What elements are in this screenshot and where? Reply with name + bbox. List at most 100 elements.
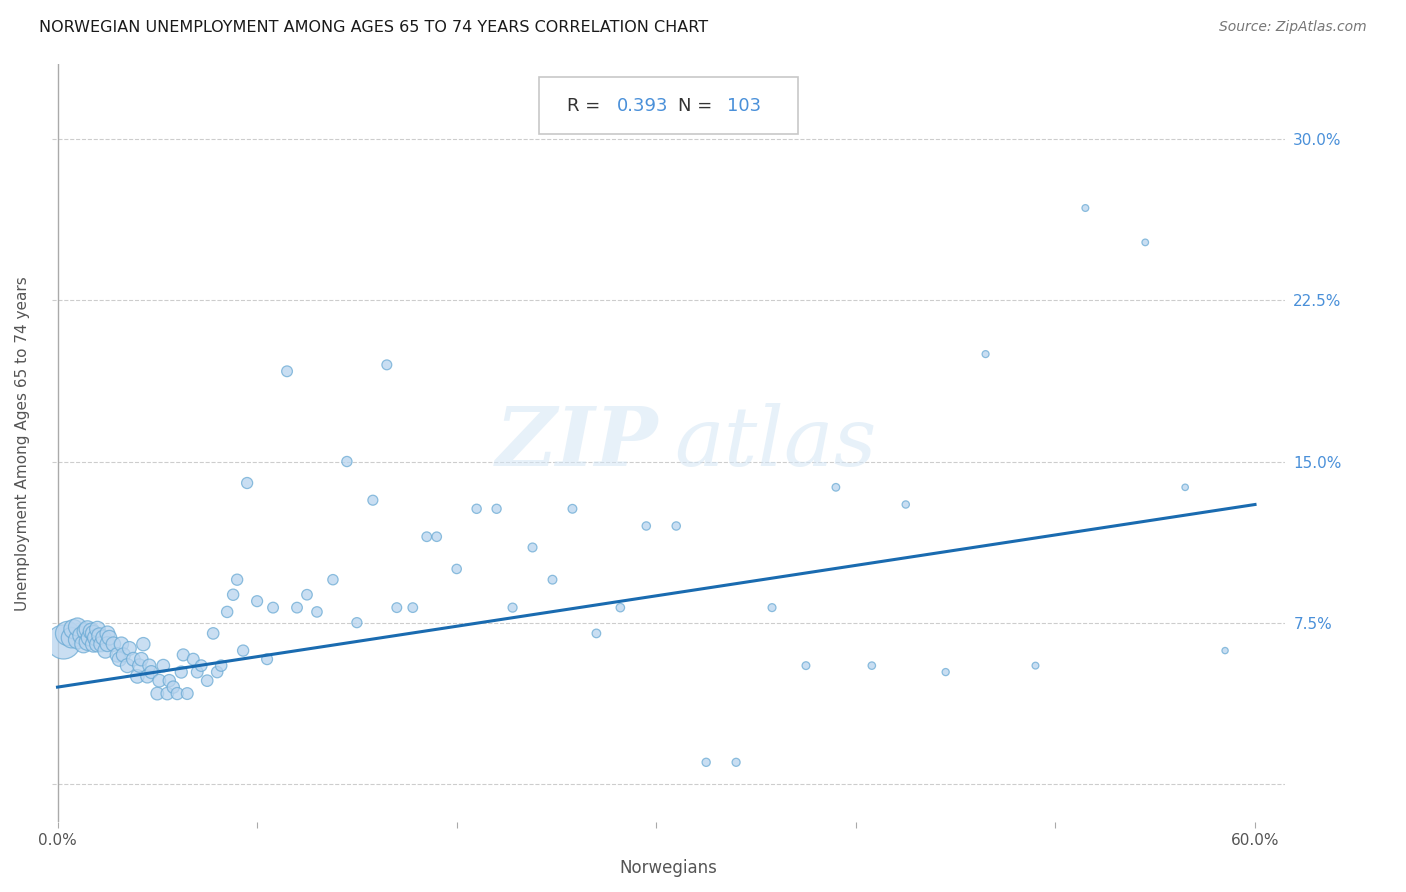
Point	[75, 624, 97, 639]
Point	[80, 624, 103, 639]
Point	[98, 631, 121, 645]
Point	[205, 665, 228, 679]
Point	[181, 652, 204, 666]
Point	[112, 648, 135, 662]
Text: atlas: atlas	[675, 403, 877, 483]
Point	[96, 626, 118, 640]
Point	[636, 519, 658, 533]
Point	[1174, 480, 1197, 494]
Point	[82, 637, 104, 651]
Point	[162, 680, 184, 694]
Point	[105, 648, 128, 662]
Point	[794, 658, 817, 673]
Point	[561, 501, 583, 516]
Point	[84, 631, 107, 645]
Y-axis label: Unemployment Among Ages 65 to 74 years: Unemployment Among Ages 65 to 74 years	[15, 276, 30, 611]
Point	[72, 637, 94, 651]
Point	[725, 756, 748, 770]
Point	[446, 562, 468, 576]
Text: NORWEGIAN UNEMPLOYMENT AMONG AGES 65 TO 74 YEARS CORRELATION CHART: NORWEGIAN UNEMPLOYMENT AMONG AGES 65 TO …	[39, 20, 709, 35]
Point	[246, 594, 269, 608]
Point	[52, 635, 75, 649]
Point	[148, 673, 170, 688]
FancyBboxPatch shape	[538, 78, 797, 134]
Point	[76, 635, 98, 649]
Point	[236, 475, 259, 490]
Point	[416, 530, 439, 544]
Point	[166, 687, 188, 701]
Point	[186, 665, 208, 679]
Point	[170, 665, 193, 679]
Point	[156, 687, 179, 701]
Point	[132, 637, 155, 651]
Point	[157, 673, 180, 688]
Point	[60, 631, 83, 645]
Text: 0.393: 0.393	[616, 96, 668, 115]
Point	[108, 652, 131, 666]
Point	[131, 652, 153, 666]
Point	[152, 658, 174, 673]
Point	[695, 756, 717, 770]
Point	[127, 669, 149, 683]
Point	[128, 658, 150, 673]
Text: ZIP: ZIP	[495, 403, 658, 483]
Point	[217, 605, 239, 619]
Point	[322, 573, 344, 587]
Point	[190, 658, 212, 673]
Point	[141, 665, 163, 679]
Point	[825, 480, 848, 494]
Point	[232, 643, 254, 657]
Text: 103: 103	[727, 96, 762, 115]
Point	[256, 652, 278, 666]
Point	[1024, 658, 1046, 673]
Point	[136, 669, 159, 683]
Point	[90, 637, 112, 651]
Point	[585, 626, 607, 640]
Point	[402, 600, 425, 615]
Point	[385, 600, 408, 615]
Point	[894, 498, 917, 512]
Point	[361, 493, 384, 508]
Point	[502, 600, 524, 615]
Point	[665, 519, 688, 533]
Point	[276, 364, 298, 378]
Point	[1074, 201, 1097, 215]
Point	[195, 673, 218, 688]
Point	[336, 454, 359, 468]
Point	[96, 637, 118, 651]
Text: R =: R =	[567, 96, 606, 115]
Point	[935, 665, 957, 679]
Text: Source: ZipAtlas.com: Source: ZipAtlas.com	[1219, 20, 1367, 34]
Point	[522, 541, 544, 555]
Point	[974, 347, 997, 361]
Text: N =: N =	[678, 96, 718, 115]
Point	[226, 573, 249, 587]
Point	[62, 622, 84, 636]
Point	[138, 658, 160, 673]
Point	[609, 600, 631, 615]
X-axis label: Norwegians: Norwegians	[619, 859, 717, 877]
Point	[176, 687, 198, 701]
Point	[94, 643, 117, 657]
Point	[66, 632, 89, 647]
Point	[465, 501, 488, 516]
Point	[89, 629, 111, 643]
Point	[426, 530, 449, 544]
Point	[82, 626, 104, 640]
Point	[485, 501, 508, 516]
Point	[295, 588, 318, 602]
Point	[262, 600, 284, 615]
Point	[346, 615, 368, 630]
Point	[541, 573, 564, 587]
Point	[222, 588, 245, 602]
Point	[375, 358, 398, 372]
Point	[86, 637, 108, 651]
Point	[285, 600, 308, 615]
Point	[146, 687, 169, 701]
Point	[202, 626, 225, 640]
Point	[86, 622, 108, 636]
Point	[66, 620, 89, 634]
Point	[56, 626, 79, 640]
Point	[1213, 643, 1236, 657]
Point	[860, 658, 883, 673]
